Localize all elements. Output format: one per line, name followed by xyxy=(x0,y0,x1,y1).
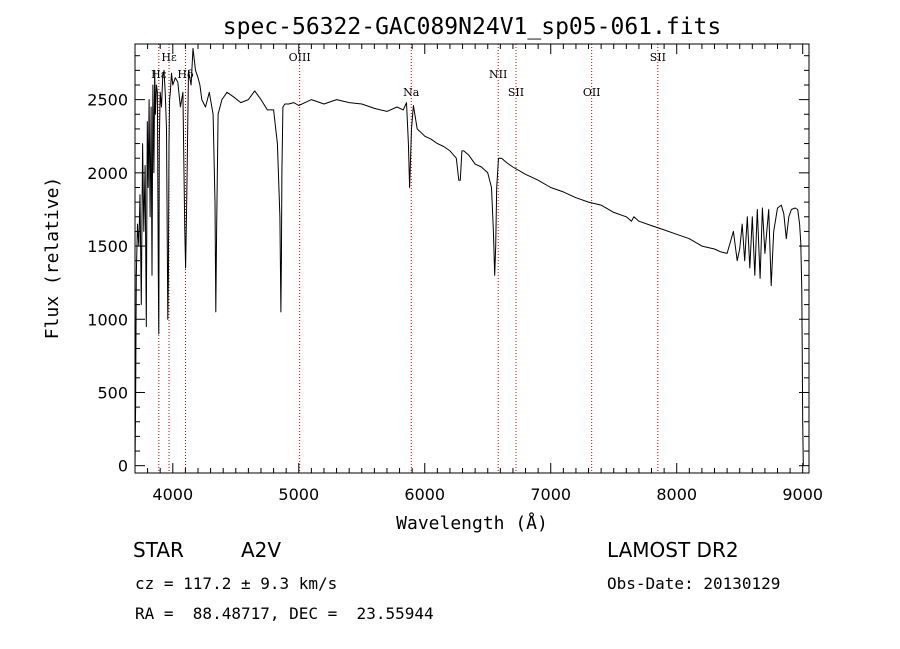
y-axis-label: Flux (relative) xyxy=(42,177,63,340)
spectral-subclass: A2V xyxy=(241,538,282,562)
line-marker-label-7: OII xyxy=(583,86,601,99)
object-type: STAR xyxy=(133,538,184,562)
line-marker-label-6: SII xyxy=(508,86,524,99)
coordinates: RA = 88.48717, DEC = 23.55944 xyxy=(135,604,434,623)
flux-series xyxy=(134,47,804,466)
y-tick-label: 500 xyxy=(97,383,128,402)
y-tick-label: 2500 xyxy=(87,91,128,110)
x-tick-label: 4000 xyxy=(152,485,193,504)
x-tick-label: 6000 xyxy=(404,485,445,504)
series-line-flux xyxy=(134,47,804,466)
axis-ticks: 4000 5000 6000 7000 8000 9000 0 500 1000 1500 2000… xyxy=(87,44,823,504)
y-tick-label: 1000 xyxy=(87,310,128,329)
line-marker-label-4: Na xyxy=(403,86,420,99)
x-tick-label: 7000 xyxy=(530,485,571,504)
obs-date: Obs-Date: 20130129 xyxy=(607,574,781,593)
x-tick-label: 9000 xyxy=(782,485,823,504)
x-tick-label: 8000 xyxy=(656,485,697,504)
y-tick-label: 0 xyxy=(118,457,128,476)
line-marker-label-5: NII xyxy=(489,68,507,81)
plot-frame xyxy=(134,43,810,474)
line-marker-label-3: OIII xyxy=(289,51,311,64)
x-axis-label: Wavelength (Å) xyxy=(396,512,548,534)
survey-name: LAMOST DR2 xyxy=(607,538,739,562)
line-marker-label-1: Hε xyxy=(161,51,177,64)
x-tick-label: 5000 xyxy=(278,485,319,504)
y-tick-label: 1500 xyxy=(87,237,128,256)
chart-title: spec-56322-GAC089N24V1_sp05-061.fits xyxy=(223,14,722,40)
line-marker-label-8: SII xyxy=(650,51,666,64)
y-tick-label: 2000 xyxy=(87,164,128,183)
spectrum-chart: spec-56322-GAC089N24V1_sp05-061.fits HεH… xyxy=(42,14,823,534)
redshift-info: cz = 117.2 ± 9.3 km/s xyxy=(135,574,338,593)
